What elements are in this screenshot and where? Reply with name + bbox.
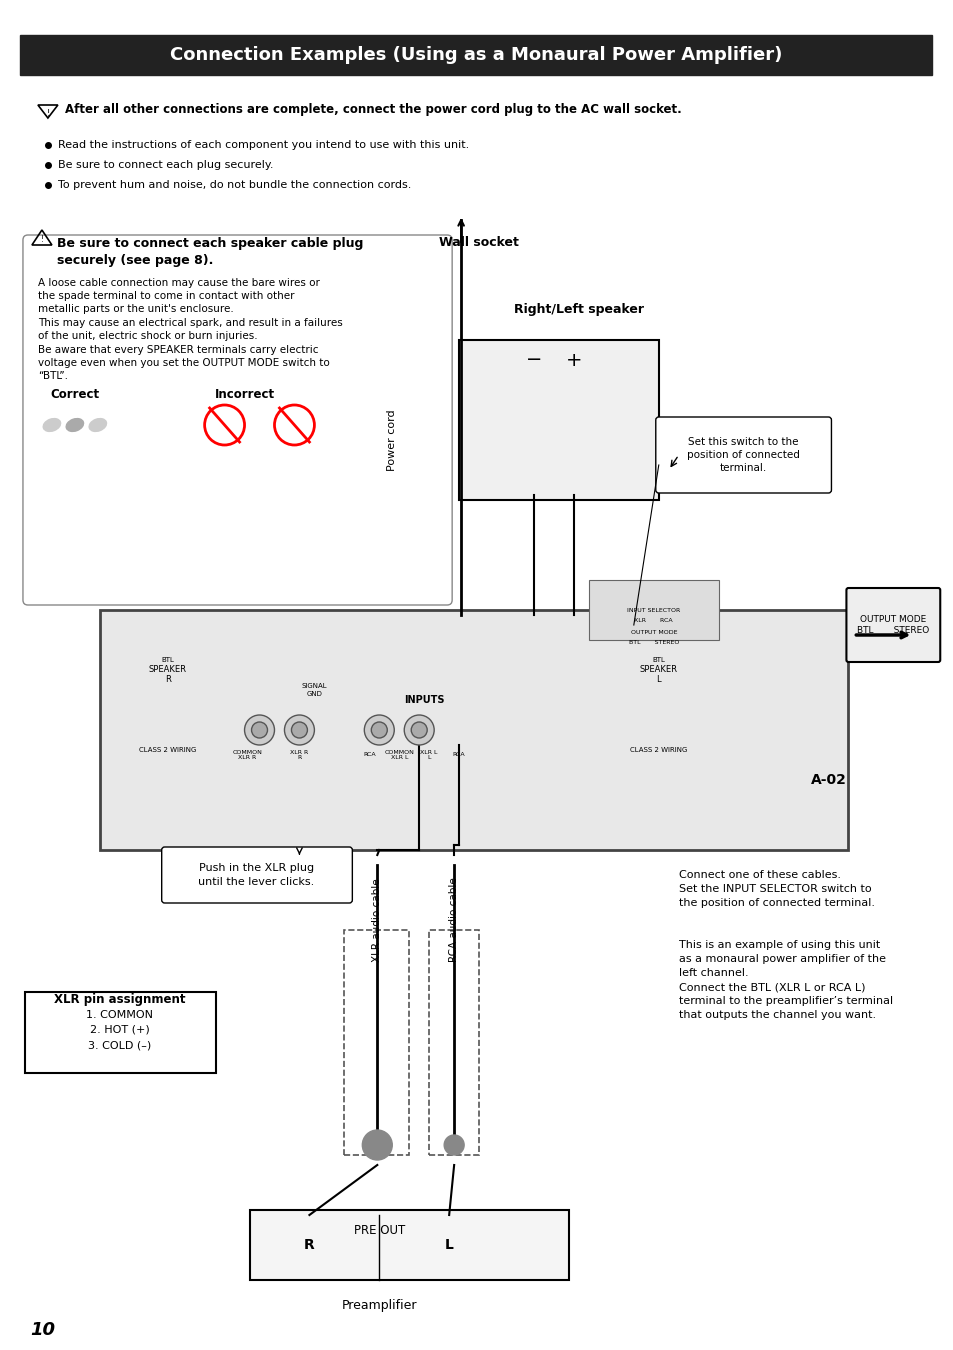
Text: PRE OUT: PRE OUT [354,1223,404,1237]
Text: XLR L
L: XLR L L [420,749,437,760]
Text: XLR       RCA: XLR RCA [634,617,673,622]
Bar [344,930,409,1156]
Text: !: ! [40,235,44,243]
Text: Set this switch to the
position of connected
terminal.: Set this switch to the position of conne… [686,437,800,474]
Text: L: L [656,675,660,684]
Text: 3. COLD (–): 3. COLD (–) [88,1040,152,1050]
FancyBboxPatch shape [845,589,940,662]
Text: SIGNAL
GND: SIGNAL GND [301,683,327,697]
Text: Wall socket: Wall socket [438,235,518,248]
Bar [20,35,931,76]
Circle shape [411,722,427,738]
Circle shape [284,716,314,745]
Text: Connect one of these cables.
Set the INPUT SELECTOR switch to
the position of co: Connect one of these cables. Set the INP… [678,869,874,909]
Text: R: R [165,675,171,684]
Text: COMMON
XLR R: COMMON XLR R [233,749,262,760]
Text: COMMON
XLR L: COMMON XLR L [384,749,414,760]
Text: Be aware that every SPEAKER terminals carry electric
voltage even when you set t: Be aware that every SPEAKER terminals ca… [38,346,330,382]
Ellipse shape [66,418,84,432]
Text: 10: 10 [30,1322,55,1339]
Text: Incorrect: Incorrect [214,389,274,401]
Text: SPEAKER: SPEAKER [639,666,677,675]
Text: This is an example of using this unit
as a monaural power amplifier of the
left : This is an example of using this unit as… [678,940,892,1021]
Text: CLASS 2 WIRING: CLASS 2 WIRING [139,747,196,753]
FancyBboxPatch shape [25,992,215,1073]
Text: INPUTS: INPUTS [403,695,444,705]
Text: L: L [444,1238,453,1251]
Text: Read the instructions of each component you intend to use with this unit.: Read the instructions of each component … [58,140,469,150]
Text: A loose cable connection may cause the bare wires or
the spade terminal to come : A loose cable connection may cause the b… [38,278,342,340]
Text: Power cord: Power cord [387,409,396,471]
Text: −: − [525,351,541,370]
Text: OUTPUT MODE
BTL       STEREO: OUTPUT MODE BTL STEREO [857,614,928,636]
Circle shape [292,722,307,738]
Bar [429,930,478,1156]
Text: BTL       STEREO: BTL STEREO [628,640,679,645]
Text: OUTPUT MODE: OUTPUT MODE [630,629,677,634]
Text: A-02: A-02 [810,774,845,787]
Text: Connection Examples (Using as a Monaural Power Amplifier): Connection Examples (Using as a Monaural… [170,46,781,63]
Circle shape [362,1130,392,1160]
Text: !: ! [47,108,50,117]
Text: SPEAKER: SPEAKER [149,666,187,675]
Ellipse shape [89,418,107,432]
FancyBboxPatch shape [23,235,452,605]
Text: Right/Left speaker: Right/Left speaker [514,304,643,316]
Text: BTL: BTL [652,657,664,663]
Text: RCA: RCA [453,752,465,757]
Text: RCA audio cable: RCA audio cable [449,878,458,963]
Text: Be sure to connect each speaker cable plug
securely (see page 8).: Be sure to connect each speaker cable pl… [57,238,363,267]
Circle shape [371,722,387,738]
Text: CLASS 2 WIRING: CLASS 2 WIRING [629,747,687,753]
Text: 2. HOT (+): 2. HOT (+) [90,1025,150,1035]
Text: INPUT SELECTOR: INPUT SELECTOR [626,608,679,613]
Text: RCA: RCA [363,752,375,757]
Text: Be sure to connect each plug securely.: Be sure to connect each plug securely. [58,161,274,170]
Text: Push in the XLR plug
until the lever clicks.: Push in the XLR plug until the lever cli… [198,864,314,887]
FancyBboxPatch shape [161,846,352,903]
Circle shape [252,722,267,738]
Text: XLR R
R: XLR R R [290,749,308,760]
FancyBboxPatch shape [655,417,831,493]
Text: After all other connections are complete, connect the power cord plug to the AC : After all other connections are complete… [65,104,680,116]
Text: XLR audio cable: XLR audio cable [372,879,382,961]
Circle shape [244,716,274,745]
Bar [100,610,847,850]
Bar [458,340,659,500]
Bar [588,580,718,640]
Circle shape [364,716,394,745]
Text: To prevent hum and noise, do not bundle the connection cords.: To prevent hum and noise, do not bundle … [58,180,411,190]
Text: 1. COMMON: 1. COMMON [86,1010,153,1021]
Text: +: + [565,351,581,370]
Text: BTL: BTL [161,657,174,663]
Circle shape [444,1135,464,1156]
Text: Correct: Correct [51,389,99,401]
Ellipse shape [43,418,61,432]
Text: R: R [304,1238,314,1251]
Text: Preamplifier: Preamplifier [341,1299,416,1311]
Text: XLR pin assignment: XLR pin assignment [54,994,185,1007]
Circle shape [404,716,434,745]
Bar [250,1210,568,1280]
